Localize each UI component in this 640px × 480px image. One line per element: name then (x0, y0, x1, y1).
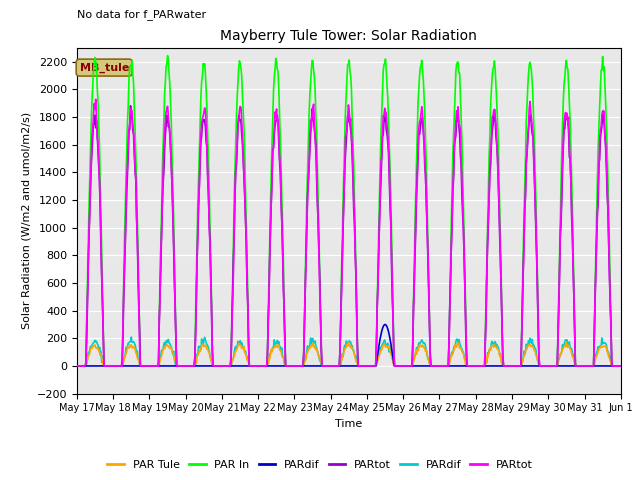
Title: Mayberry Tule Tower: Solar Radiation: Mayberry Tule Tower: Solar Radiation (220, 29, 477, 43)
Legend: PAR Tule, PAR In, PARdif, PARtot, PARdif, PARtot: PAR Tule, PAR In, PARdif, PARtot, PARdif… (103, 456, 537, 474)
Text: No data for f_PARwater: No data for f_PARwater (77, 10, 206, 20)
X-axis label: Time: Time (335, 419, 362, 429)
Text: MB_tule: MB_tule (79, 62, 129, 73)
Y-axis label: Solar Radiation (W/m2 and umol/m2/s): Solar Radiation (W/m2 and umol/m2/s) (21, 112, 31, 329)
